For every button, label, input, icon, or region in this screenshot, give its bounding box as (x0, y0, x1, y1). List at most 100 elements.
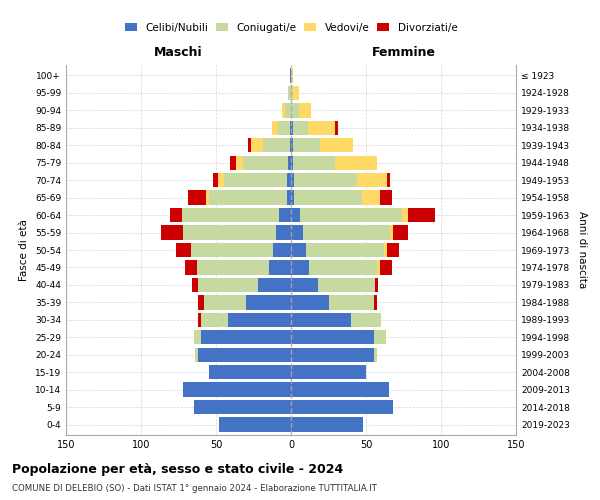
Bar (198, 278, 258, 292)
Bar (198, 312, 201, 327)
Text: Maschi: Maschi (154, 46, 203, 59)
Bar (161, 226, 183, 239)
Bar (291, 295, 329, 310)
Bar (357, 173, 387, 188)
Bar (291, 330, 373, 344)
Bar (390, 226, 393, 239)
Bar (290, 68, 291, 82)
Bar (282, 103, 285, 118)
Bar (183, 382, 291, 397)
Bar (185, 260, 197, 274)
Bar (290, 138, 291, 152)
Bar (291, 365, 366, 380)
Text: Femmine: Femmine (371, 46, 436, 59)
Bar (402, 208, 408, 222)
Bar (335, 120, 337, 135)
Bar (291, 400, 393, 414)
Bar (291, 138, 293, 152)
Bar (248, 138, 251, 152)
Bar (218, 173, 223, 188)
Bar (258, 278, 291, 292)
Bar (176, 243, 191, 257)
Bar (408, 208, 435, 222)
Bar (300, 208, 402, 222)
Bar (219, 418, 291, 432)
Bar (335, 156, 377, 170)
Bar (291, 68, 293, 82)
Bar (291, 103, 299, 118)
Bar (387, 243, 399, 257)
Bar (377, 260, 380, 274)
Bar (303, 226, 390, 239)
Bar (293, 156, 335, 170)
Bar (277, 120, 290, 135)
Bar (373, 330, 386, 344)
Bar (191, 243, 273, 257)
Bar (246, 295, 291, 310)
Bar (182, 208, 279, 222)
Bar (285, 103, 291, 118)
Bar (291, 312, 351, 327)
Bar (384, 243, 387, 257)
Bar (387, 173, 390, 188)
Bar (287, 190, 291, 205)
Bar (291, 243, 306, 257)
Bar (291, 156, 293, 170)
Bar (288, 86, 291, 100)
Bar (251, 138, 263, 152)
Bar (193, 330, 201, 344)
Bar (223, 173, 287, 188)
Bar (293, 120, 308, 135)
Bar (329, 295, 373, 310)
Bar (209, 365, 291, 380)
Bar (320, 138, 353, 152)
Bar (290, 120, 291, 135)
Bar (291, 382, 389, 397)
Bar (205, 190, 209, 205)
Bar (351, 312, 381, 327)
Legend: Celibi/Nubili, Coniugati/e, Vedovi/e, Divorziati/e: Celibi/Nubili, Coniugati/e, Vedovi/e, Di… (121, 18, 461, 36)
Bar (273, 243, 291, 257)
Bar (293, 138, 320, 152)
Bar (201, 330, 291, 344)
Bar (291, 190, 294, 205)
Bar (380, 260, 392, 274)
Bar (198, 295, 204, 310)
Bar (380, 190, 392, 205)
Bar (291, 120, 293, 135)
Bar (201, 312, 228, 327)
Bar (293, 86, 299, 100)
Bar (279, 208, 291, 222)
Bar (306, 243, 384, 257)
Bar (291, 226, 303, 239)
Bar (291, 208, 300, 222)
Bar (228, 312, 291, 327)
Bar (309, 260, 377, 274)
Bar (193, 400, 291, 414)
Bar (243, 156, 288, 170)
Bar (373, 295, 377, 310)
Bar (287, 173, 291, 188)
Bar (183, 226, 276, 239)
Bar (393, 226, 408, 239)
Bar (291, 86, 293, 100)
Bar (294, 173, 357, 188)
Bar (299, 103, 311, 118)
Bar (294, 190, 361, 205)
Bar (291, 348, 373, 362)
Bar (197, 260, 269, 274)
Y-axis label: Fasce di età: Fasce di età (19, 219, 29, 281)
Bar (195, 348, 198, 362)
Bar (318, 278, 375, 292)
Bar (198, 348, 291, 362)
Bar (271, 120, 277, 135)
Bar (288, 156, 291, 170)
Bar (263, 138, 290, 152)
Text: Popolazione per età, sesso e stato civile - 2024: Popolazione per età, sesso e stato civil… (12, 462, 343, 475)
Bar (269, 260, 291, 274)
Bar (276, 226, 291, 239)
Bar (204, 295, 246, 310)
Text: COMUNE DI DELEBIO (SO) - Dati ISTAT 1° gennaio 2024 - Elaborazione TUTTITALIA.IT: COMUNE DI DELEBIO (SO) - Dati ISTAT 1° g… (12, 484, 377, 493)
Bar (209, 190, 287, 205)
Bar (361, 190, 380, 205)
